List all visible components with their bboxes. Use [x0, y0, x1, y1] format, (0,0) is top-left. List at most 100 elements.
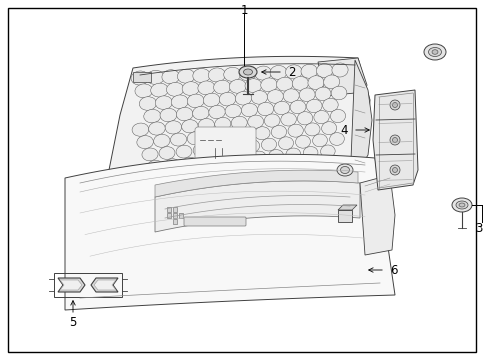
Ellipse shape	[247, 115, 263, 128]
Bar	[167, 213, 171, 218]
Bar	[173, 213, 177, 218]
Ellipse shape	[243, 69, 252, 75]
Ellipse shape	[166, 82, 183, 96]
Polygon shape	[317, 58, 366, 96]
Ellipse shape	[423, 44, 445, 60]
Text: 4: 4	[340, 123, 347, 136]
Ellipse shape	[176, 145, 191, 158]
Ellipse shape	[319, 168, 333, 180]
Ellipse shape	[227, 141, 242, 154]
Ellipse shape	[293, 159, 307, 171]
Ellipse shape	[221, 129, 236, 142]
Ellipse shape	[213, 80, 230, 94]
Ellipse shape	[139, 97, 156, 110]
Polygon shape	[155, 181, 359, 232]
Ellipse shape	[305, 99, 322, 113]
Bar	[133, 72, 151, 82]
Bar	[54, 273, 122, 297]
Ellipse shape	[198, 118, 214, 132]
Ellipse shape	[183, 194, 197, 206]
Ellipse shape	[330, 109, 345, 123]
Circle shape	[392, 103, 397, 108]
Polygon shape	[65, 154, 394, 310]
Bar	[337, 210, 351, 222]
Ellipse shape	[327, 179, 341, 191]
Ellipse shape	[170, 133, 186, 146]
Ellipse shape	[135, 174, 151, 186]
Ellipse shape	[137, 136, 153, 149]
Ellipse shape	[328, 156, 343, 168]
Ellipse shape	[323, 75, 339, 89]
Ellipse shape	[261, 138, 276, 151]
Ellipse shape	[273, 101, 289, 115]
Ellipse shape	[313, 111, 328, 124]
Ellipse shape	[268, 150, 283, 162]
Ellipse shape	[340, 166, 349, 174]
Ellipse shape	[273, 185, 287, 197]
Ellipse shape	[181, 120, 198, 133]
Polygon shape	[91, 278, 118, 292]
Ellipse shape	[192, 106, 209, 120]
Ellipse shape	[244, 79, 261, 93]
Ellipse shape	[244, 140, 259, 152]
Ellipse shape	[265, 174, 280, 186]
Ellipse shape	[247, 175, 262, 188]
Ellipse shape	[233, 153, 248, 165]
Ellipse shape	[159, 184, 174, 197]
Circle shape	[392, 167, 397, 172]
Ellipse shape	[280, 113, 296, 126]
Circle shape	[389, 100, 399, 110]
Ellipse shape	[164, 196, 180, 208]
Ellipse shape	[301, 170, 315, 182]
Polygon shape	[337, 205, 356, 210]
Ellipse shape	[251, 151, 266, 164]
Ellipse shape	[331, 63, 347, 77]
Ellipse shape	[241, 103, 257, 117]
Ellipse shape	[132, 123, 148, 136]
Ellipse shape	[292, 76, 308, 90]
Ellipse shape	[212, 179, 227, 191]
Bar	[179, 213, 183, 218]
Ellipse shape	[176, 183, 191, 195]
Ellipse shape	[162, 70, 179, 84]
Ellipse shape	[254, 127, 269, 140]
Ellipse shape	[321, 122, 336, 135]
Ellipse shape	[199, 156, 214, 168]
Ellipse shape	[135, 84, 152, 98]
Ellipse shape	[164, 159, 180, 171]
Circle shape	[389, 135, 399, 145]
Ellipse shape	[241, 164, 255, 176]
Ellipse shape	[187, 94, 203, 108]
Ellipse shape	[266, 90, 283, 103]
Ellipse shape	[458, 203, 464, 207]
Ellipse shape	[299, 88, 314, 102]
Ellipse shape	[198, 81, 215, 95]
Circle shape	[392, 138, 397, 143]
Polygon shape	[337, 178, 361, 215]
Ellipse shape	[330, 86, 346, 100]
Circle shape	[389, 165, 399, 175]
Ellipse shape	[187, 132, 203, 145]
Ellipse shape	[203, 93, 220, 107]
Text: 2: 2	[287, 66, 295, 78]
Ellipse shape	[271, 125, 286, 139]
Polygon shape	[155, 170, 357, 197]
Ellipse shape	[141, 186, 156, 198]
Ellipse shape	[427, 48, 441, 57]
Ellipse shape	[278, 137, 293, 149]
Ellipse shape	[237, 128, 253, 141]
Ellipse shape	[148, 122, 165, 135]
Polygon shape	[58, 278, 85, 292]
Ellipse shape	[219, 92, 235, 106]
Ellipse shape	[192, 68, 210, 82]
Ellipse shape	[205, 167, 220, 180]
FancyBboxPatch shape	[183, 217, 245, 226]
Ellipse shape	[276, 161, 290, 173]
Ellipse shape	[320, 145, 334, 158]
Ellipse shape	[171, 95, 188, 109]
Ellipse shape	[170, 171, 185, 183]
Ellipse shape	[431, 50, 437, 54]
Ellipse shape	[194, 181, 209, 193]
Ellipse shape	[260, 78, 277, 92]
Ellipse shape	[455, 201, 467, 209]
